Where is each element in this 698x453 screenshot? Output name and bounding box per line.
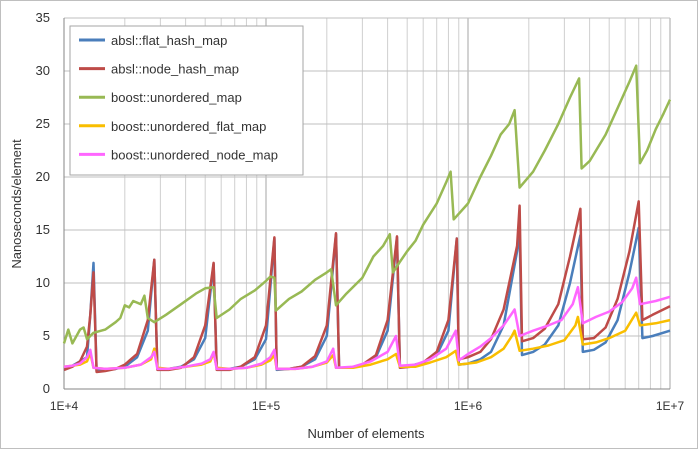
legend-label: absl::node_hash_map (111, 62, 239, 77)
y-tick-label: 35 (36, 10, 50, 25)
legend-label: boost::unordered_flat_map (111, 119, 266, 134)
series-line (63, 200, 671, 374)
y-axis-title: Nanoseconds/element (9, 139, 24, 269)
x-tick-label: 1E+6 (454, 399, 483, 413)
y-tick-label: 30 (36, 63, 50, 78)
series-line (62, 64, 672, 345)
y-tick-label: 5 (43, 328, 50, 343)
y-tick-label: 25 (36, 116, 50, 131)
legend: absl::flat_hash_mapabsl::node_hash_mapbo… (69, 25, 304, 176)
y-tick-label: 0 (43, 381, 50, 396)
y-tick-labels: 0 5 10 15 20 25 30 35 (36, 10, 50, 396)
axes (63, 18, 670, 390)
x-tick-label: 1E+4 (50, 399, 79, 413)
x-tick-label: 1E+7 (656, 399, 685, 413)
x-tick-label: 1E+5 (252, 399, 281, 413)
legend-label: absl::flat_hash_map (111, 33, 227, 48)
y-tick-label: 15 (36, 222, 50, 237)
x-tick-labels: 1E+4 1E+5 1E+6 1E+7 (50, 399, 685, 413)
y-tick-label: 10 (36, 275, 50, 290)
legend-label: boost::unordered_node_map (111, 147, 278, 162)
series-lines (62, 64, 672, 374)
legend-label: boost::unordered_map (111, 90, 242, 105)
y-tick-label: 20 (36, 169, 50, 184)
legend-box (69, 25, 304, 176)
x-axis-title: Number of elements (307, 426, 425, 441)
series-line (63, 276, 671, 371)
